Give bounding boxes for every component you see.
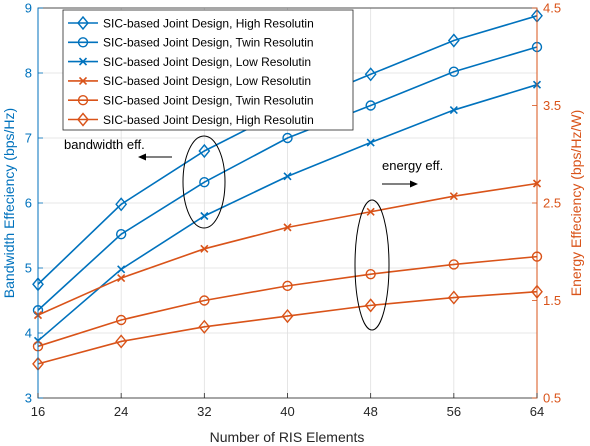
left-y-tick-label: 7 [25, 131, 32, 146]
data-point [115, 314, 127, 326]
data-point [198, 143, 211, 159]
series-4 [32, 251, 543, 352]
left-y-tick-label: 4 [25, 326, 32, 341]
legend-label: SIC-based Joint Design, Low Resolutin [103, 74, 311, 88]
legend-marker [78, 76, 88, 85]
data-point [281, 309, 294, 324]
left-y-tick-label: 9 [25, 1, 32, 16]
data-point [364, 67, 377, 82]
right-y-tick-label: 2.5 [543, 196, 561, 211]
x-tick-label: 40 [280, 404, 294, 419]
left-axis-title: Bandwidth Effeciency (bps/Hz) [1, 108, 17, 298]
annotation-energy-arrowhead [410, 180, 418, 188]
data-point [117, 265, 126, 274]
annotation-energy: energy eff. [354, 158, 443, 331]
x-tick-label: 48 [363, 404, 377, 419]
data-point [449, 105, 458, 115]
legend-entry-1: SIC-based Joint Design, Twin Resolutin [68, 36, 314, 50]
legend-marker [77, 37, 89, 48]
left-y-tick-label: 5 [25, 261, 32, 276]
x-tick-label: 64 [530, 404, 544, 419]
data-point [447, 33, 460, 48]
annotation-energy-ellipse [354, 199, 390, 331]
legend-entry-5: SIC-based Joint Design, High Resolutin [68, 112, 314, 127]
data-point [447, 290, 460, 305]
data-point [115, 197, 128, 212]
data-point [366, 138, 375, 147]
left-y-tick-label: 3 [25, 391, 32, 406]
data-point [199, 295, 210, 306]
legend-entry-2: SIC-based Joint Design, Low Resolutin [68, 55, 311, 69]
data-point [198, 319, 211, 334]
series-line-5 [37, 290, 538, 365]
annotation-bandwidth-ellipse [182, 135, 226, 229]
data-point [365, 100, 376, 111]
series-1 [32, 41, 543, 316]
left-y-tick-label: 6 [25, 196, 32, 211]
x-axis-title: Number of RIS Elements [210, 429, 365, 445]
legend-entry-4: SIC-based Joint Design, Twin Resolutin [68, 94, 314, 108]
annotation-energy-text: energy eff. [382, 158, 443, 173]
data-point [200, 244, 209, 253]
legend: SIC-based Joint Design, High Resolutin SI… [62, 9, 354, 131]
x-tick-label: 24 [114, 404, 128, 419]
data-point [282, 280, 293, 292]
legend-box [62, 9, 354, 131]
x-tick-label: 32 [197, 404, 211, 419]
annotation-bandwidth-arrowhead [138, 153, 146, 161]
legend-label: SIC-based Joint Design, Twin Resolutin [103, 94, 314, 108]
data-point [199, 176, 210, 188]
series-line-1 [37, 46, 538, 311]
data-point [448, 66, 460, 77]
right-y-tick-label: 1.5 [543, 293, 561, 308]
legend-marker [77, 94, 89, 106]
right-axis-title: Energy Effeciency (bps/Hz/W) [568, 110, 584, 296]
annotation-bandwidth: bandwidth eff. [64, 135, 226, 229]
right-y-tick-label: 4.5 [543, 1, 561, 16]
legend-label: SIC-based Joint Design, Low Resolutin [103, 55, 311, 69]
data-point [449, 192, 458, 201]
x-tick-label: 16 [31, 404, 45, 419]
legend-marker [78, 57, 88, 66]
data-point [283, 172, 292, 181]
legend-entry-3: SIC-based Joint Design, Low Resolutin [68, 74, 311, 88]
data-point [364, 298, 377, 313]
data-point [283, 223, 292, 232]
data-point [115, 334, 128, 349]
left-y-tick-label: 8 [25, 66, 32, 81]
data-point [448, 259, 460, 270]
series-line-4 [37, 255, 538, 348]
data-point [366, 207, 375, 216]
data-point [282, 132, 293, 144]
legend-marker [77, 112, 89, 127]
data-point [115, 228, 127, 240]
right-y-tick-label: 3.5 [543, 98, 561, 113]
legend-marker [77, 15, 89, 31]
legend-label: SIC-based Joint Design, Twin Resolutin [103, 36, 314, 50]
data-point [117, 274, 126, 283]
annotation-bandwidth-text: bandwidth eff. [64, 137, 145, 152]
legend-label: SIC-based Joint Design, High Resolutin [103, 113, 314, 127]
data-point [200, 211, 209, 221]
right-y-tick-label: 0.5 [543, 391, 561, 406]
legend-label: SIC-based Joint Design, High Resolutin [103, 16, 314, 30]
legend-entry-0: SIC-based Joint Design, High Resolutin [68, 15, 314, 31]
data-point [365, 268, 376, 280]
x-tick-label: 56 [447, 404, 461, 419]
